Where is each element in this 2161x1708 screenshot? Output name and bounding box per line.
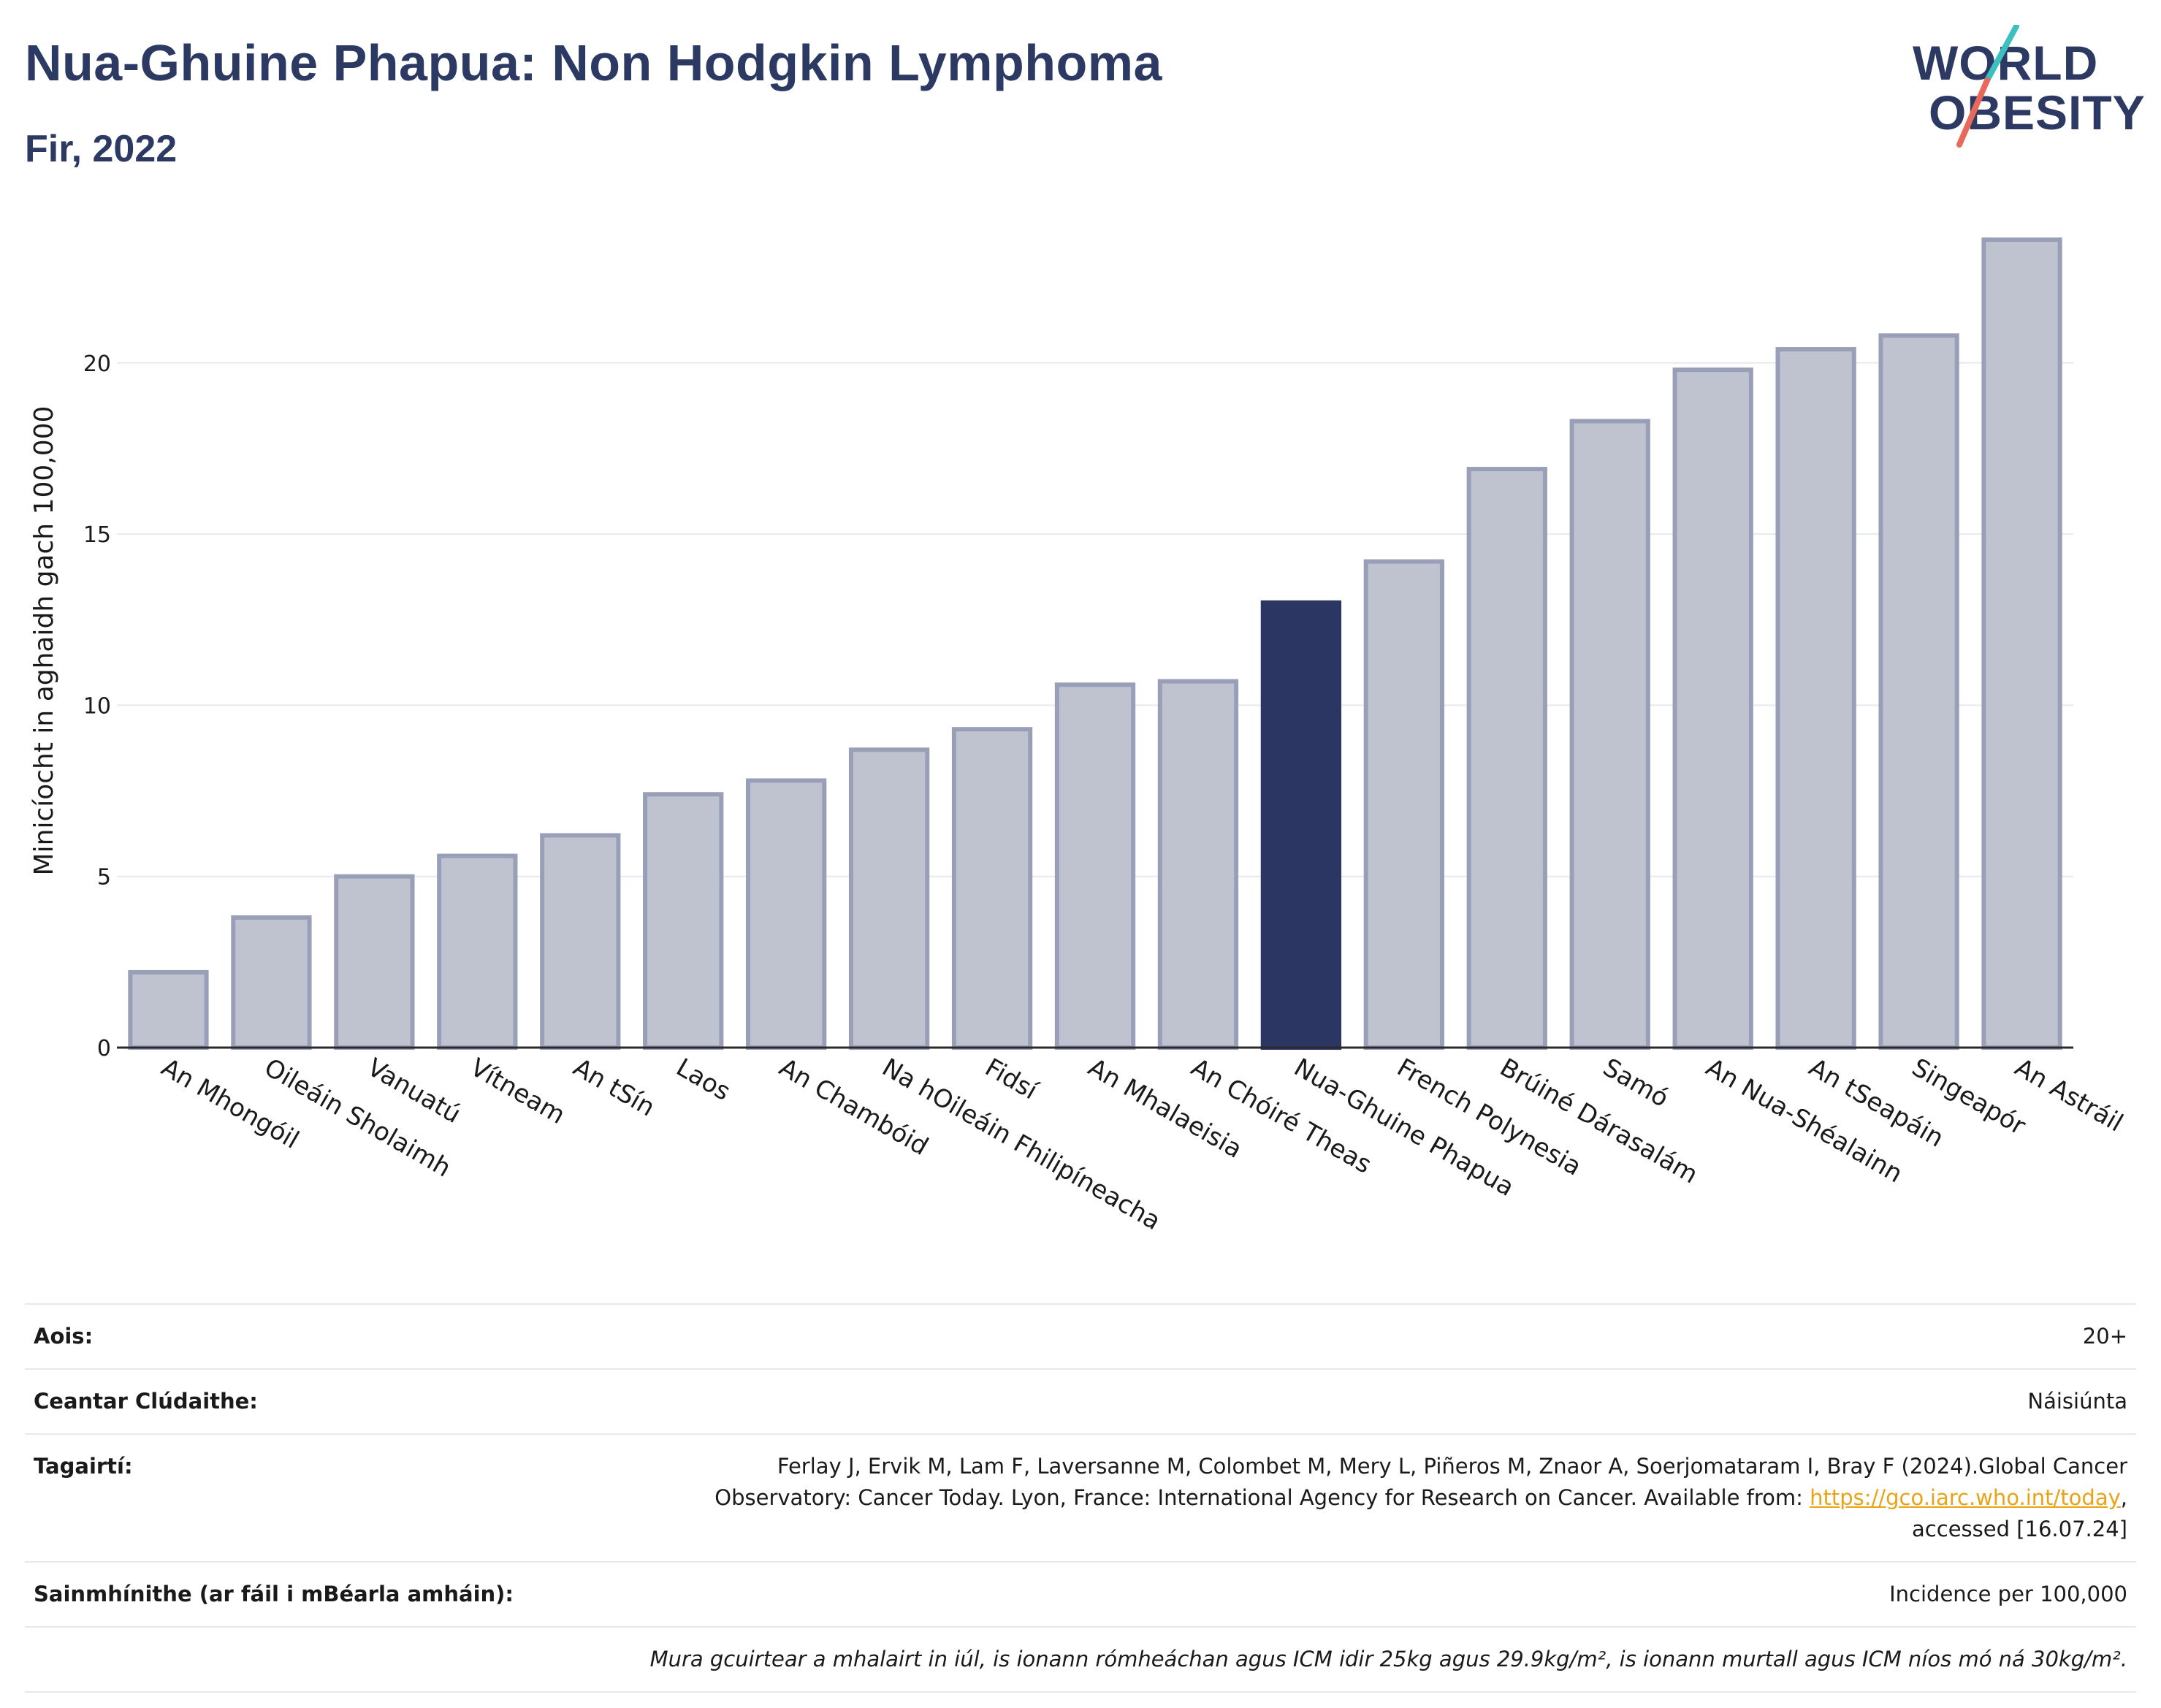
x-tick-label: Oileáin Sholaimh [259, 1053, 456, 1183]
x-tick-label: Vítneam [465, 1053, 570, 1130]
bar [128, 969, 209, 1050]
bars [128, 237, 2062, 1051]
definitions-value: Incidence per 100,000 [1889, 1582, 2127, 1606]
world-obesity-logo: WORLD OBESITY [1899, 25, 2148, 156]
info-row-area: Ceantar Clúdaithe: Náisiúnta [25, 1368, 2136, 1433]
age-label: Aois: [34, 1324, 94, 1349]
info-table: Aois: 20+ Ceantar Clúdaithe: Náisiúnta T… [25, 1303, 2136, 1693]
bar [1672, 367, 1753, 1050]
references-line-2: Observatory: Cancer Today. Lyon, France:… [714, 1485, 1810, 1510]
bar [643, 792, 724, 1050]
info-row-definitions: Sainmhínithe (ar fáil i mBéarla amháin):… [25, 1561, 2136, 1626]
y-tick-label: 15 [83, 522, 111, 548]
bar [1466, 467, 1547, 1050]
bar [746, 778, 827, 1050]
x-tick-label: Fidsí [980, 1053, 1044, 1106]
info-row-note: Mura gcuirtear a mhalairt in iúl, is ion… [25, 1626, 2136, 1693]
bar [1157, 679, 1239, 1051]
references-label: Tagairtí: [34, 1454, 133, 1479]
references-line-1: Ferlay J, Ervik M, Lam F, Laversanne M, … [777, 1454, 2127, 1479]
y-tick-label: 20 [83, 351, 111, 377]
y-tick-label: 5 [97, 865, 111, 891]
bar [540, 833, 621, 1050]
x-tick-label: An Chóiré Theas [1186, 1053, 1376, 1180]
bar [1878, 333, 1959, 1050]
definitions-label: Sainmhínithe (ar fáil i mBéarla amháin): [34, 1582, 514, 1606]
references-line-3: accessed [16.07.24] [1912, 1517, 2127, 1541]
bar [1363, 559, 1444, 1050]
age-value: 20+ [2082, 1324, 2127, 1349]
references-value: Ferlay J, Ervik M, Lam F, Laversanne M, … [714, 1451, 2127, 1545]
info-row-references: Tagairtí: Ferlay J, Ervik M, Lam F, Lave… [25, 1433, 2136, 1561]
bar [1569, 419, 1650, 1050]
bar [1981, 237, 2062, 1050]
bar-highlighted [1260, 600, 1342, 1050]
y-axis-title: Minicíocht in aghaidh gach 100,000 [29, 406, 59, 876]
x-tick-label: Samó [1598, 1053, 1673, 1113]
bar [231, 915, 312, 1050]
bar [437, 853, 518, 1050]
y-axis-ticks: 0 5 10 15 20 [83, 351, 111, 1061]
bar [1775, 347, 1856, 1050]
x-tick-label: An Nua-Shéalainn [1701, 1053, 1907, 1189]
bar [334, 874, 415, 1051]
bar [848, 747, 930, 1050]
bar [951, 727, 1033, 1050]
page-title: Nua-Ghuine Phapua: Non Hodgkin Lymphoma [25, 34, 1162, 91]
references-line-2-end: , [2120, 1485, 2127, 1510]
area-value: Náisiúnta [2027, 1389, 2127, 1414]
y-tick-label: 10 [83, 693, 111, 719]
x-tick-label: Laos [671, 1053, 736, 1107]
footnote: Mura gcuirtear a mhalairt in iúl, is ion… [649, 1647, 2127, 1671]
area-label: Ceantar Clúdaithe: [34, 1389, 258, 1414]
x-tick-label: An Astráil [2010, 1053, 2128, 1137]
references-link[interactable]: https://gco.iarc.who.int/today [1810, 1485, 2121, 1510]
bar [1054, 682, 1136, 1050]
y-tick-label: 0 [97, 1036, 111, 1061]
info-row-age: Aois: 20+ [25, 1303, 2136, 1368]
x-tick-label: An tSín [568, 1053, 660, 1122]
logo-slash-icon [1956, 25, 2019, 148]
page-subtitle: Fir, 2022 [25, 128, 178, 170]
